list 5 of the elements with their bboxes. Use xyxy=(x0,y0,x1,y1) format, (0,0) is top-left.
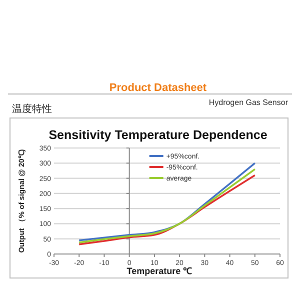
chart-title: Sensitivity Temperature Dependence xyxy=(48,128,268,142)
text: Product Datasheet xyxy=(109,82,207,94)
text: Hydrogen Gas Sensor xyxy=(208,98,288,107)
x-axis-title: Temperature ℃ xyxy=(126,266,192,276)
chart-subtitle: 温度特性 xyxy=(12,103,52,115)
